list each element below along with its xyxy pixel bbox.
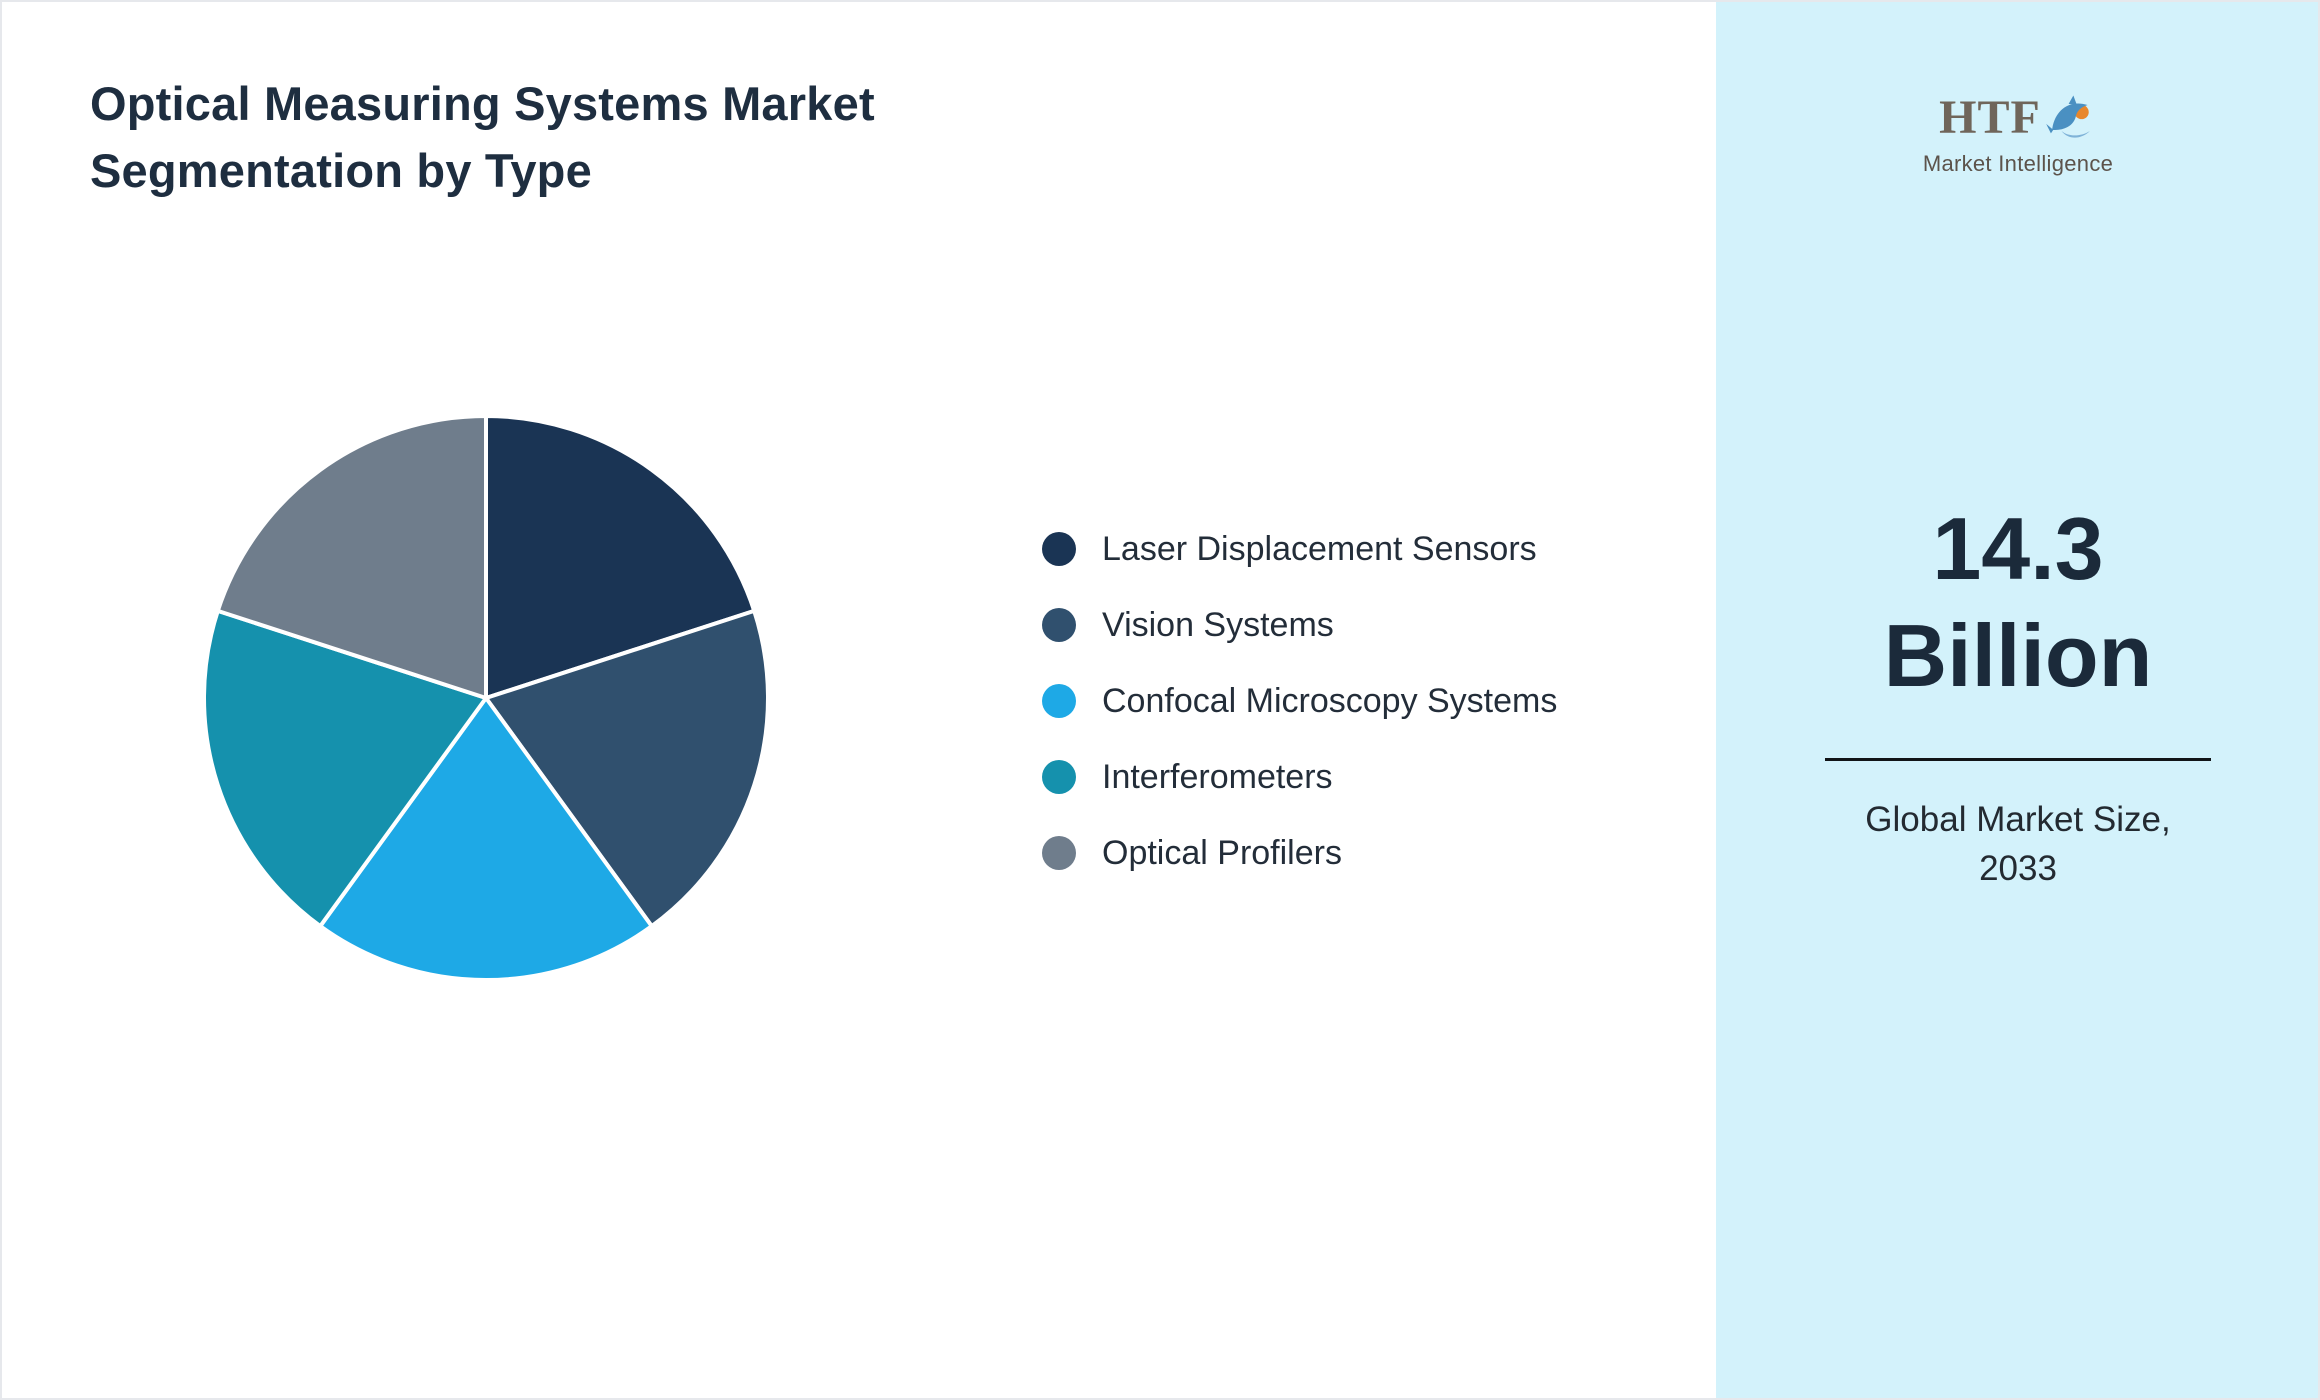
market-size-number: 14.3 bbox=[1932, 499, 2104, 598]
legend-swatch bbox=[1042, 532, 1076, 566]
legend-swatch bbox=[1042, 684, 1076, 718]
legend: Laser Displacement Sensors Vision Systems… bbox=[1042, 529, 1558, 872]
legend-swatch bbox=[1042, 836, 1076, 870]
pie-slice-0 bbox=[484, 414, 757, 700]
page-title-line1: Optical Measuring Systems Market bbox=[90, 77, 875, 131]
legend-item: Optical Profilers bbox=[1042, 833, 1557, 872]
logo-row: HTF bbox=[1923, 94, 2113, 147]
pie-chart bbox=[202, 414, 770, 982]
legend-label: Laser Displacement Sensors bbox=[1102, 529, 1537, 568]
legend-item: Laser Displacement Sensors bbox=[1042, 529, 1557, 568]
legend-item: Interferometers bbox=[1042, 757, 1557, 796]
logo: HTF Market Intelligence bbox=[1923, 94, 2113, 177]
legend-label: Interferometers bbox=[1102, 757, 1333, 796]
logo-subtext: Market Intelligence bbox=[1922, 151, 2114, 176]
legend-swatch bbox=[1042, 760, 1076, 794]
legend-label: Confocal Microscopy Systems bbox=[1102, 681, 1558, 720]
legend-item: Confocal Microscopy Systems bbox=[1042, 681, 1558, 720]
market-size-caption: Global Market Size, 2033 bbox=[1865, 795, 2170, 893]
pie-slice-2 bbox=[318, 696, 654, 982]
legend-item: Vision Systems bbox=[1042, 605, 1557, 644]
pie-slice-4 bbox=[215, 414, 488, 700]
legend-label: Optical Profilers bbox=[1102, 833, 1342, 872]
right-panel: HTF Market Intelligence 14.3 Billion bbox=[1716, 2, 2318, 1398]
market-size-unit: Billion bbox=[1883, 606, 2153, 706]
page-title: Optical Measuring Systems Market Segment… bbox=[90, 71, 875, 204]
legend-label: Vision Systems bbox=[1102, 605, 1334, 644]
caption-line2: 2033 bbox=[1979, 848, 2057, 888]
pie-slice-3 bbox=[202, 608, 488, 929]
pie-slice-1 bbox=[484, 608, 770, 929]
logo-text: HTF bbox=[1939, 91, 2041, 144]
legend-swatch bbox=[1042, 608, 1076, 642]
market-size-value: 14.3 Billion bbox=[1884, 495, 2153, 710]
dolphin-icon bbox=[2045, 94, 2097, 147]
page-title-line2: Segmentation by Type bbox=[90, 144, 592, 198]
divider-line bbox=[1825, 757, 2211, 761]
caption-line1: Global Market Size, bbox=[1865, 799, 2171, 839]
